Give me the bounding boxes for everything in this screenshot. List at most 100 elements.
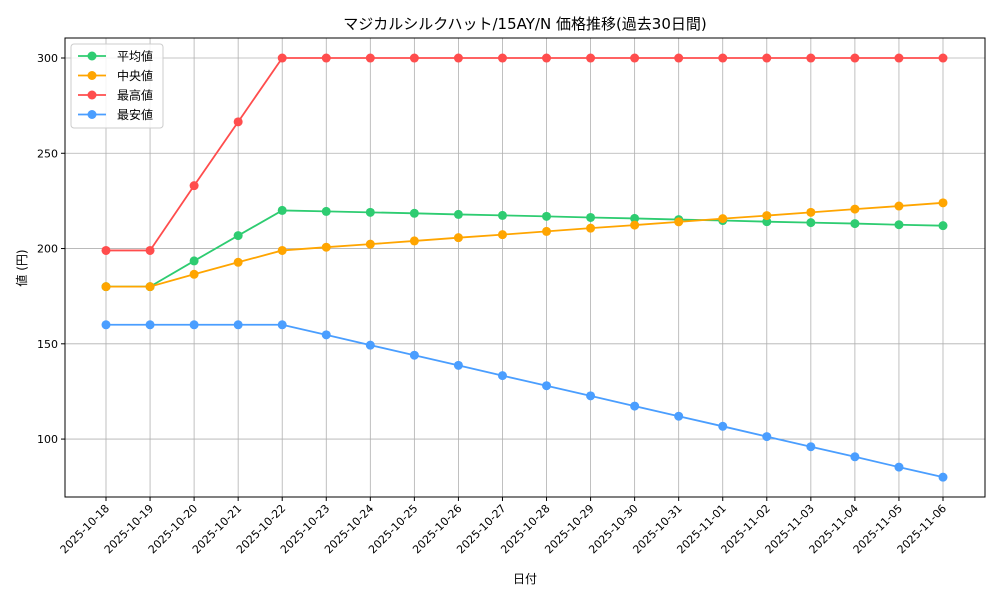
data-point	[850, 53, 860, 63]
series-line	[106, 201, 944, 288]
data-point	[894, 462, 904, 472]
data-point	[630, 53, 640, 63]
data-point	[321, 242, 331, 252]
data-point	[630, 401, 640, 411]
data-point	[277, 205, 287, 215]
plot-frame	[64, 37, 986, 498]
data-point	[762, 53, 772, 63]
legend-marker	[87, 90, 97, 100]
y-tick-label: 300	[37, 52, 58, 65]
data-point	[542, 226, 552, 236]
data-point	[894, 53, 904, 63]
data-point	[145, 320, 155, 330]
legend-label: 最安値	[117, 107, 153, 122]
y-axis: 100 150 200 250 300	[37, 52, 65, 446]
legend-entry: 最高値	[78, 88, 153, 103]
data-point	[497, 230, 507, 240]
data-point	[938, 472, 948, 482]
legend-box	[70, 43, 164, 129]
y-axis-label: 値 (円)	[14, 249, 29, 286]
data-point	[718, 53, 728, 63]
data-point	[586, 212, 596, 222]
data-point	[277, 245, 287, 255]
legend-label: 中央値	[117, 68, 153, 83]
x-axis: 2025-10-182025-10-192025-10-202025-10-21…	[58, 497, 949, 556]
data-point	[101, 282, 111, 292]
data-point	[145, 282, 155, 292]
data-point	[453, 360, 463, 370]
data-point	[233, 117, 243, 127]
series-group	[101, 53, 948, 482]
legend-marker	[87, 110, 97, 119]
data-point	[101, 320, 111, 330]
data-point	[409, 208, 419, 218]
data-point	[894, 220, 904, 230]
data-point	[497, 53, 507, 63]
legend-marker	[87, 51, 97, 61]
data-point	[718, 214, 728, 224]
data-point	[365, 53, 375, 63]
data-point	[145, 245, 155, 255]
data-point	[586, 223, 596, 233]
data-point	[321, 53, 331, 63]
legend-label: 最高値	[117, 88, 153, 103]
series-line	[106, 323, 944, 479]
data-point	[938, 221, 948, 231]
data-point	[542, 211, 552, 221]
legend-marker	[87, 71, 97, 80]
data-point	[850, 452, 860, 462]
legend-entry: 最安値	[78, 107, 153, 122]
data-point	[365, 207, 375, 217]
data-point	[806, 442, 816, 452]
data-point	[453, 209, 463, 219]
data-point	[806, 218, 816, 228]
series-line	[106, 57, 943, 252]
data-point	[850, 219, 860, 229]
data-point	[101, 245, 111, 255]
data-point	[277, 53, 287, 63]
series-中央値	[101, 198, 948, 292]
legend-label: 平均値	[117, 49, 153, 64]
data-point	[189, 269, 199, 279]
y-tick-label: 250	[37, 147, 58, 160]
data-point	[762, 211, 772, 221]
data-point	[894, 201, 904, 211]
data-point	[409, 53, 419, 63]
grid	[65, 38, 985, 497]
data-point	[674, 53, 684, 63]
data-point	[718, 421, 728, 431]
data-point	[365, 340, 375, 350]
data-point	[277, 320, 287, 330]
data-point	[321, 206, 331, 216]
chart-title: マジカルシルクハット/15AY/N 価格推移(過去30日間)	[343, 15, 707, 33]
data-point	[497, 210, 507, 220]
data-point	[409, 350, 419, 360]
data-point	[850, 204, 860, 214]
data-point	[365, 239, 375, 249]
data-point	[630, 220, 640, 230]
data-point	[409, 236, 419, 246]
data-point	[453, 233, 463, 243]
x-axis-label: 日付	[513, 572, 537, 586]
series-line	[106, 209, 944, 288]
y-tick-label: 100	[37, 433, 58, 446]
data-point	[189, 256, 199, 266]
data-point	[189, 181, 199, 191]
data-point	[497, 371, 507, 381]
data-point	[630, 213, 640, 223]
data-point	[806, 207, 816, 217]
data-point	[233, 320, 243, 330]
legend-entry: 平均値	[78, 49, 153, 64]
data-point	[321, 330, 331, 340]
data-point	[233, 231, 243, 241]
data-point	[586, 53, 596, 63]
series-最高値	[101, 53, 948, 255]
data-point	[542, 53, 552, 63]
data-point	[938, 53, 948, 63]
data-point	[453, 53, 463, 63]
series-最安値	[101, 320, 948, 482]
y-tick-label: 200	[37, 243, 58, 256]
data-point	[674, 217, 684, 227]
data-point	[233, 257, 243, 267]
